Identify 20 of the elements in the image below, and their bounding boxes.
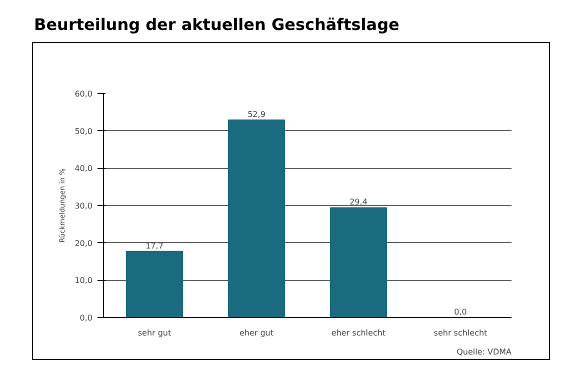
bar bbox=[330, 207, 388, 318]
data-label: 52,9 bbox=[248, 110, 266, 119]
y-tick-label: 30,0 bbox=[74, 201, 92, 210]
x-tick-label: eher schlecht bbox=[331, 328, 386, 338]
y-tick-label: 10,0 bbox=[74, 276, 92, 286]
data-label: 0,0 bbox=[454, 307, 467, 316]
x-tick-label: sehr gut bbox=[138, 328, 172, 338]
y-tick-label: 20,0 bbox=[74, 238, 92, 248]
source-note: Quelle: VDMA bbox=[456, 347, 512, 356]
bar bbox=[228, 119, 286, 318]
data-label: 17,7 bbox=[146, 241, 164, 250]
y-tick-label: 60,0 bbox=[74, 89, 92, 98]
chart-title: Beurteilung der aktuellen Geschäftslage bbox=[34, 14, 400, 36]
y-tick-label: 40,0 bbox=[74, 164, 92, 174]
y-tick-label: 0,0 bbox=[80, 313, 93, 322]
x-tick-label: eher gut bbox=[239, 328, 274, 338]
data-label: 29,4 bbox=[350, 198, 368, 207]
x-tick-label: sehr schlecht bbox=[434, 328, 488, 338]
bar bbox=[126, 250, 184, 318]
y-tick-label: 50,0 bbox=[74, 126, 92, 136]
